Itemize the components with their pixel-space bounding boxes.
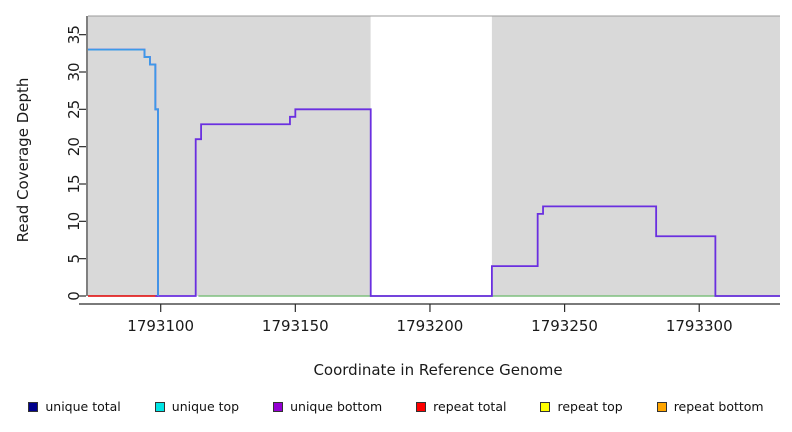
y-tick-label: 20: [65, 137, 83, 156]
legend-swatch-icon: [273, 402, 284, 412]
x-axis-title: Coordinate in Reference Genome: [313, 361, 562, 379]
legend-swatch-icon: [416, 402, 427, 412]
plot-background-bands: [88, 15, 780, 296]
y-tick-label: 0: [65, 291, 83, 301]
legend-item-unique-bottom[interactable]: unique bottom: [273, 398, 383, 414]
legend-swatch-icon: [656, 402, 667, 412]
legend-item-unique-top[interactable]: unique top: [154, 398, 240, 414]
axes-layer: [79, 16, 780, 312]
legend-item-repeat-bottom[interactable]: repeat bottom: [656, 398, 764, 414]
data-series-layer: [88, 48, 780, 297]
legend-item-repeat-total[interactable]: repeat total: [416, 398, 507, 414]
tick-labels-layer: 0 5 10 15 20 25 30 35 1793100 1793150 1793200 17932…: [65, 25, 733, 335]
legend-label: unique bottom: [290, 398, 383, 414]
legend-label: unique total: [45, 398, 121, 414]
y-tick-label: 25: [65, 100, 83, 119]
legend-swatch-icon: [154, 402, 165, 412]
legend-swatch-icon: [28, 402, 39, 412]
series-unique-top-overlay: [88, 48, 159, 296]
x-tick-label: 1793150: [262, 317, 329, 335]
plot-band-2: [491, 16, 780, 296]
y-tick-label: 10: [65, 212, 83, 231]
plot-band-1: [370, 16, 492, 296]
y-axis-title: Read Coverage Depth: [14, 78, 32, 243]
legend-item-unique-total[interactable]: unique total: [28, 398, 121, 414]
chart-legend: unique total unique top unique bottom repea…: [0, 396, 792, 418]
x-tick-label: 1793200: [397, 317, 464, 335]
plot-band-0: [88, 16, 371, 296]
x-tick-label: 1793250: [531, 317, 598, 335]
legend-item-repeat-top[interactable]: repeat top: [540, 398, 623, 414]
legend-swatch-icon: [540, 402, 551, 412]
y-tick-label: 30: [65, 62, 83, 81]
legend-label: repeat top: [557, 398, 623, 414]
legend-label: repeat bottom: [673, 398, 764, 414]
legend-label: repeat total: [433, 398, 507, 414]
legend-label: unique top: [171, 398, 240, 414]
x-tick-label: 1793100: [127, 317, 194, 335]
x-tick-label: 1793300: [666, 317, 733, 335]
y-tick-label: 15: [65, 174, 83, 193]
y-tick-label: 5: [65, 254, 83, 264]
y-tick-label: 35: [65, 25, 83, 44]
